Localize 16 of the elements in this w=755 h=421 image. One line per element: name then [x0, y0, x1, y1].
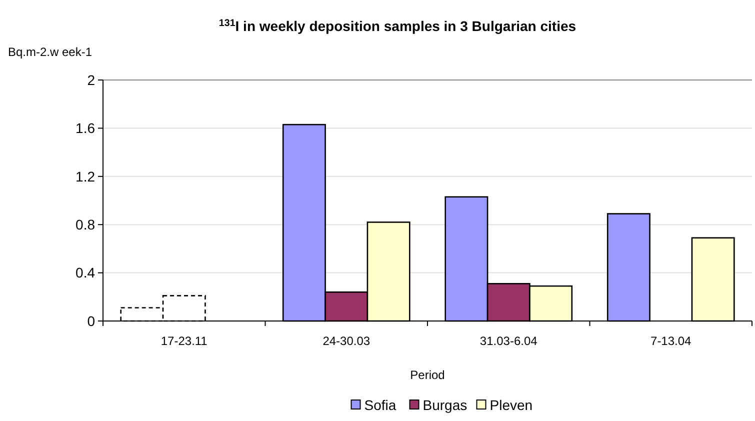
legend-label: Sofia — [364, 397, 396, 413]
y-tick-label: 1.2 — [76, 168, 96, 184]
x-tick-label: 7-13.04 — [650, 334, 692, 348]
x-tick-label: 31.03-6.04 — [480, 334, 538, 348]
legend-label: Pleven — [490, 397, 533, 413]
y-tick-label: 0.4 — [76, 264, 96, 281]
y-tick-label: 0.8 — [76, 216, 96, 232]
legend-label: Burgas — [422, 397, 468, 413]
y-axis-title: Bq.m-2.w eek-1 — [8, 45, 92, 59]
y-tick-label: 1.6 — [76, 120, 96, 136]
chart-title: $^{131}$I in weekly deposition samples in 3 Bulgarian cities — [218, 18, 576, 34]
y-tick-label: 0 — [87, 312, 96, 329]
x-tick-label: 17-23.11 — [160, 334, 208, 348]
x-axis-title: Period — [410, 368, 445, 382]
x-tick-label: 24-30.03 — [322, 334, 370, 348]
y-tick-label: 2 — [87, 72, 96, 88]
